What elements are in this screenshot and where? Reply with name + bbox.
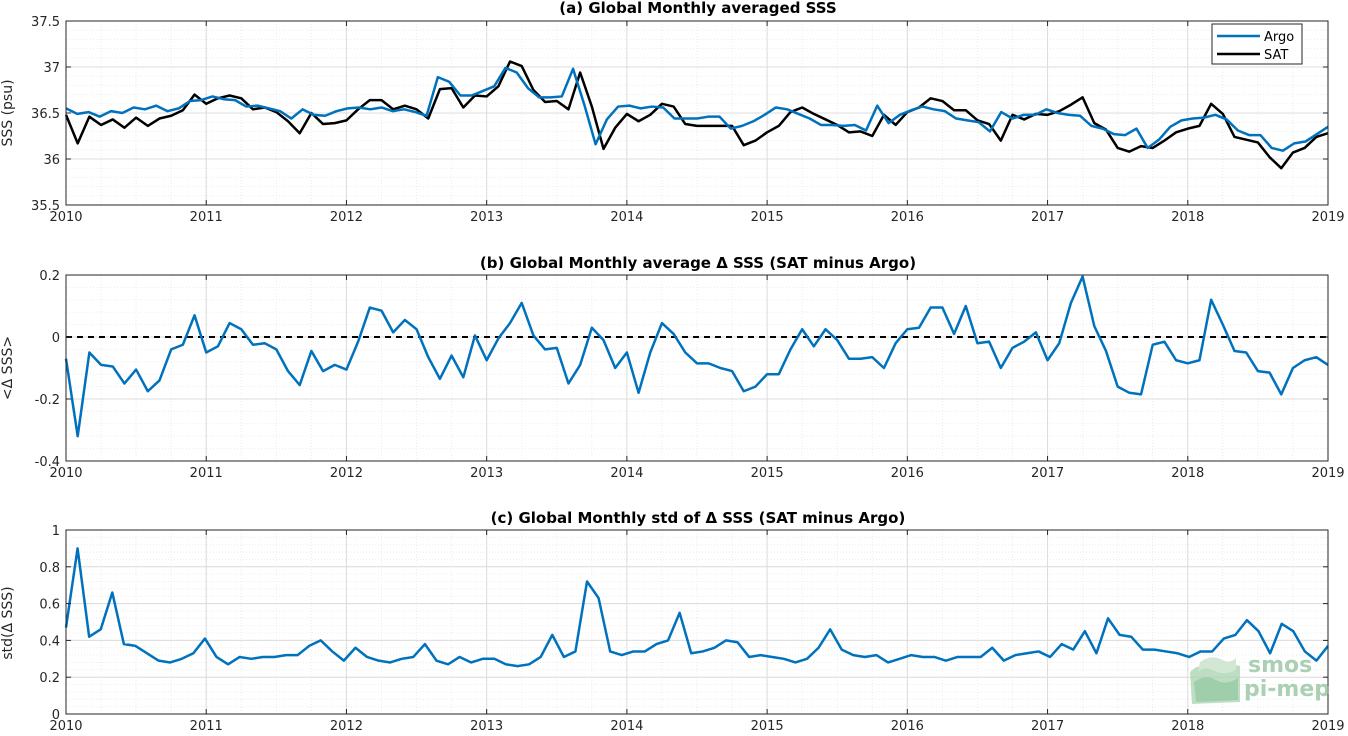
series-line-sat	[64, 60, 1329, 170]
y-tick-label: 36	[43, 153, 60, 168]
x-tick-label: 2017	[1031, 719, 1064, 734]
series-line-argo	[65, 66, 1329, 152]
panel-c-title: (c) Global Monthly std of Δ SSS (SAT min…	[491, 509, 906, 527]
y-tick-label: 0.2	[39, 269, 60, 284]
logo-text-pimep: pi-mep	[1244, 677, 1330, 702]
panel-c-ylabel: std(Δ SSS)	[0, 586, 16, 659]
panel-b-ylabel: <Δ SSS>	[0, 336, 16, 400]
x-tick-label: 2019	[1311, 466, 1344, 481]
series-line	[64, 547, 1329, 668]
y-tick-label: 0	[52, 331, 60, 346]
x-tick-label: 2010	[49, 466, 82, 481]
x-tick-label: 2015	[751, 210, 784, 225]
x-tick-label: 2019	[1311, 719, 1344, 734]
y-tick-label: 0.6	[39, 598, 60, 613]
x-tick-label: 2011	[190, 466, 223, 481]
x-tick-label: 2010	[49, 719, 82, 734]
y-tick-label: 0.8	[39, 561, 60, 576]
x-tick-label: 2014	[610, 466, 643, 481]
panel-a-title: (a) Global Monthly averaged SSS	[559, 0, 836, 17]
y-tick-label: 36.5	[31, 107, 60, 122]
y-tick-label: 0.2	[39, 671, 60, 686]
y-tick-label: -0.2	[35, 393, 60, 408]
x-tick-label: 2017	[1031, 210, 1064, 225]
y-tick-label: 35.5	[31, 199, 60, 214]
x-tick-label: 2012	[330, 466, 363, 481]
x-tick-label: 2016	[891, 719, 924, 734]
logo-wave-icon	[1190, 657, 1240, 704]
y-tick-label: 1	[52, 524, 60, 539]
panel-a: (a) Global Monthly averaged SSS SSS (psu…	[0, 0, 1345, 225]
x-tick-label: 2014	[610, 719, 643, 734]
x-tick-label: 2016	[891, 210, 924, 225]
panel-a-axes	[65, 20, 1329, 206]
x-tick-label: 2019	[1311, 210, 1344, 225]
panel-b-title: (b) Global Monthly average Δ SSS (SAT mi…	[480, 254, 916, 272]
panel-c-axes	[65, 529, 1329, 715]
x-tick-label: 2015	[751, 719, 784, 734]
y-tick-label: 0	[52, 708, 60, 723]
x-tick-label: 2011	[190, 719, 223, 734]
smos-pi-mep-logo: smos pi-mep	[1190, 653, 1330, 704]
legend: Argo SAT	[1211, 23, 1303, 65]
x-tick-label: 2011	[190, 210, 223, 225]
legend-label-argo: Argo	[1264, 30, 1294, 45]
panel-c: (c) Global Monthly std of Δ SSS (SAT min…	[0, 509, 1345, 734]
x-tick-label: 2018	[1171, 210, 1204, 225]
y-tick-label: 37	[43, 61, 60, 76]
x-tick-label: 2010	[49, 210, 82, 225]
panel-b: (b) Global Monthly average Δ SSS (SAT mi…	[0, 254, 1345, 481]
x-tick-label: 2018	[1171, 719, 1204, 734]
x-tick-label: 2017	[1031, 466, 1064, 481]
logo-text-smos: smos	[1248, 653, 1312, 678]
x-tick-label: 2013	[470, 719, 503, 734]
x-tick-label: 2014	[610, 210, 643, 225]
y-tick-label: 37.5	[31, 15, 60, 30]
x-tick-label: 2012	[330, 719, 363, 734]
panel-a-ylabel: SSS (psu)	[0, 79, 16, 146]
x-tick-label: 2018	[1171, 466, 1204, 481]
x-tick-label: 2013	[470, 466, 503, 481]
x-tick-label: 2012	[330, 210, 363, 225]
series-line	[64, 275, 1329, 438]
x-tick-label: 2016	[891, 466, 924, 481]
y-tick-label: -0.4	[35, 455, 60, 470]
y-tick-label: 0.4	[39, 634, 60, 649]
legend-label-sat: SAT	[1264, 48, 1288, 63]
x-tick-label: 2013	[470, 210, 503, 225]
x-tick-label: 2015	[751, 466, 784, 481]
panel-b-axes	[65, 274, 1329, 462]
